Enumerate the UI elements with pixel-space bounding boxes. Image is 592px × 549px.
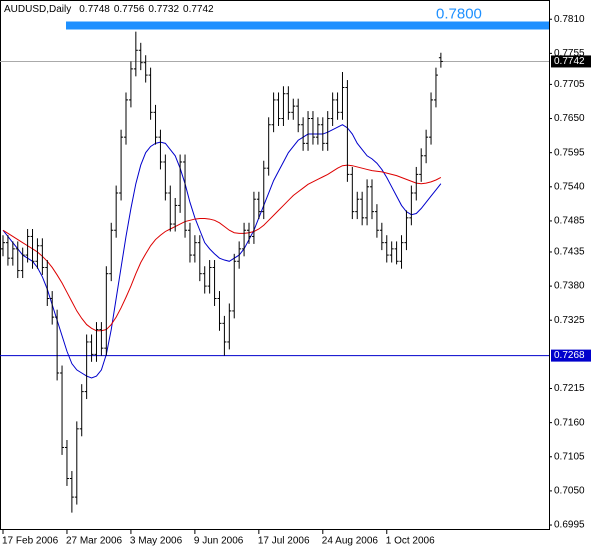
- current-price-box: [551, 55, 591, 68]
- x-tick-label: 27 Mar 2006: [66, 536, 123, 547]
- y-tick-label: 0.7325: [554, 315, 585, 326]
- symbol: AUDUSD,Daily: [4, 4, 71, 15]
- y-tick-label: 0.7160: [554, 417, 585, 428]
- y-tick-label: 0.7050: [554, 486, 585, 497]
- x-tick-label: 17 Feb 2006: [2, 536, 59, 547]
- moving-average: [2, 124, 442, 379]
- y-tick-label: 0.7435: [554, 247, 585, 258]
- x-tick-label: 1 Oct 2006: [386, 536, 435, 547]
- moving-average: [2, 164, 442, 332]
- chart-title: AUDUSD,Daily 0.7748 0.7756 0.7732 0.7742: [4, 4, 214, 15]
- x-tick-label: 17 Jul 2006: [258, 536, 310, 547]
- x-tick-label: 3 May 2006: [130, 536, 183, 547]
- y-tick-label: 0.7755: [554, 48, 585, 59]
- y-tick-label: 0.7105: [554, 451, 585, 462]
- plot-frame: [0, 0, 550, 530]
- y-tick-label: 0.7215: [554, 383, 585, 394]
- current-price-label: 0.7742: [554, 56, 585, 67]
- y-tick-label: 0.7595: [554, 147, 585, 158]
- last-low: 0.7732: [148, 4, 179, 15]
- y-tick-label: 0.7485: [554, 216, 585, 227]
- last-high: 0.7756: [114, 4, 145, 15]
- last-open: 0.7748: [79, 4, 110, 15]
- level-label: 0.7800: [436, 5, 482, 22]
- y-tick-label: 0.7650: [554, 113, 585, 124]
- y-tick-label: 0.7540: [554, 181, 585, 192]
- level-label: 0.7268: [554, 350, 585, 361]
- y-tick-label: 0.7810: [554, 14, 585, 25]
- last-close: 0.7742: [183, 4, 214, 15]
- y-tick-label: 0.7380: [554, 281, 585, 292]
- x-tick-label: 24 Aug 2006: [322, 536, 379, 547]
- y-tick-label: 0.6995: [554, 520, 585, 531]
- level-label-box: [551, 349, 591, 362]
- y-tick-label: 0.7705: [554, 79, 585, 90]
- x-tick-label: 9 Jun 2006: [194, 536, 244, 547]
